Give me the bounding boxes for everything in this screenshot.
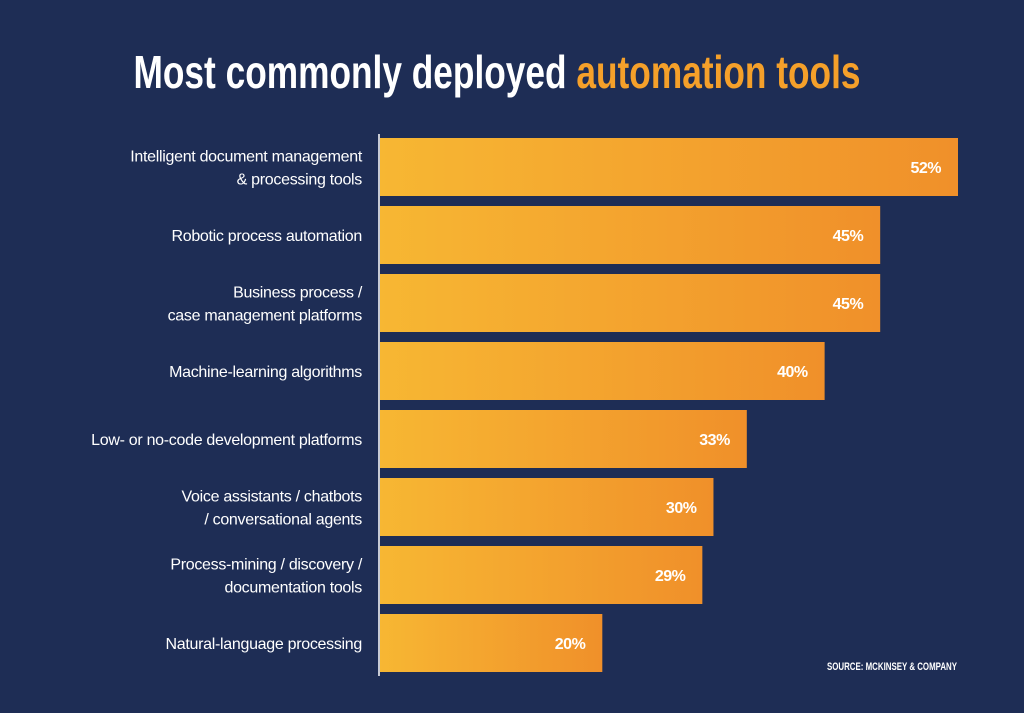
source-note: SOURCE: MCKINSEY & COMPANY (827, 661, 957, 673)
category-label-8: Natural-language processing (166, 636, 362, 653)
category-label-5: Low- or no-code development platforms (91, 432, 362, 449)
category-label-6: / conversational agents (204, 512, 362, 529)
category-label-7: documentation tools (224, 580, 362, 597)
data-label-2: 45% (833, 228, 864, 245)
bar-2 (380, 206, 881, 264)
category-label-3: Business process / (233, 285, 363, 302)
category-label-6: Voice assistants / chatbots (182, 489, 363, 506)
category-label-3: case management platforms (168, 308, 363, 325)
category-label-1: & processing tools (237, 172, 363, 189)
title-part-white: Most commonly deployed (134, 46, 577, 98)
title-part-orange: automation tools (576, 46, 860, 98)
data-label-7: 29% (655, 568, 686, 585)
chart-title: Most commonly deployed automation tools (134, 46, 861, 98)
category-label-7: Process-mining / discovery / (170, 557, 363, 574)
data-label-8: 20% (555, 636, 586, 653)
data-label-3: 45% (833, 296, 864, 313)
category-label-1: Intelligent document management (130, 149, 363, 166)
bar-6 (380, 478, 714, 536)
bar-8 (380, 614, 603, 672)
bar-4 (380, 342, 825, 400)
bar-7 (380, 546, 703, 604)
data-label-5: 33% (699, 432, 730, 449)
data-label-1: 52% (910, 160, 941, 177)
bar-5 (380, 410, 747, 468)
bar-3 (380, 274, 881, 332)
bar-1 (380, 138, 958, 196)
category-label-2: Robotic process automation (171, 228, 362, 245)
category-label-4: Machine-learning algorithms (169, 364, 362, 381)
data-label-6: 30% (666, 500, 697, 517)
data-label-4: 40% (777, 364, 808, 381)
